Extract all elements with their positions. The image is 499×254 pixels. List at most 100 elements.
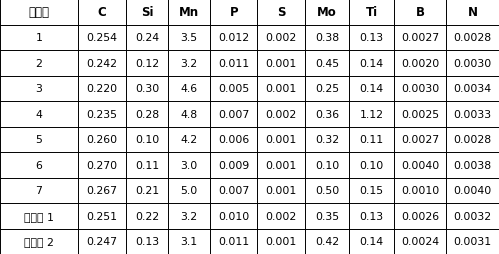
Text: 0.002: 0.002 <box>265 109 296 119</box>
Text: 0.001: 0.001 <box>265 135 296 145</box>
Text: N: N <box>468 6 478 19</box>
Text: 1.12: 1.12 <box>360 109 384 119</box>
Text: 0.12: 0.12 <box>135 58 159 69</box>
Text: 0.35: 0.35 <box>315 211 339 221</box>
Text: 0.001: 0.001 <box>265 58 296 69</box>
Text: 3.5: 3.5 <box>181 33 198 43</box>
Text: 0.012: 0.012 <box>218 33 250 43</box>
Text: 实施例: 实施例 <box>28 6 49 19</box>
Text: 0.260: 0.260 <box>86 135 117 145</box>
Text: 3.2: 3.2 <box>181 58 198 69</box>
Text: 4.8: 4.8 <box>181 109 198 119</box>
Text: 0.220: 0.220 <box>86 84 117 94</box>
Text: 0.11: 0.11 <box>135 160 159 170</box>
Text: 0.22: 0.22 <box>135 211 159 221</box>
Text: P: P <box>230 6 238 19</box>
Text: 0.247: 0.247 <box>86 236 117 246</box>
Text: 7: 7 <box>35 185 42 196</box>
Text: 0.011: 0.011 <box>218 58 250 69</box>
Text: 0.005: 0.005 <box>218 84 250 94</box>
Text: B: B <box>416 6 425 19</box>
Text: 0.001: 0.001 <box>265 185 296 196</box>
Text: 0.0025: 0.0025 <box>401 109 439 119</box>
Text: 0.10: 0.10 <box>315 160 339 170</box>
Text: 0.10: 0.10 <box>359 160 384 170</box>
Text: 0.251: 0.251 <box>86 211 117 221</box>
Text: 0.0027: 0.0027 <box>401 135 439 145</box>
Text: 3.1: 3.1 <box>181 236 198 246</box>
Text: 0.13: 0.13 <box>360 33 384 43</box>
Text: 0.011: 0.011 <box>218 236 250 246</box>
Text: Mn: Mn <box>179 6 199 19</box>
Text: 0.10: 0.10 <box>135 135 159 145</box>
Text: 0.010: 0.010 <box>218 211 250 221</box>
Text: 0.002: 0.002 <box>265 33 296 43</box>
Text: 0.25: 0.25 <box>315 84 339 94</box>
Text: 0.242: 0.242 <box>86 58 117 69</box>
Text: 0.45: 0.45 <box>315 58 339 69</box>
Text: Mo: Mo <box>317 6 337 19</box>
Text: 0.0028: 0.0028 <box>454 33 492 43</box>
Text: 0.24: 0.24 <box>135 33 159 43</box>
Text: 0.0024: 0.0024 <box>401 236 439 246</box>
Text: 4.6: 4.6 <box>181 84 198 94</box>
Text: 0.0032: 0.0032 <box>454 211 492 221</box>
Text: 0.0030: 0.0030 <box>401 84 439 94</box>
Text: 0.32: 0.32 <box>315 135 339 145</box>
Text: Ti: Ti <box>366 6 378 19</box>
Text: 0.0010: 0.0010 <box>401 185 439 196</box>
Text: 3.2: 3.2 <box>181 211 198 221</box>
Text: 3: 3 <box>35 84 42 94</box>
Text: 0.42: 0.42 <box>315 236 339 246</box>
Text: 0.13: 0.13 <box>135 236 159 246</box>
Text: 3.0: 3.0 <box>181 160 198 170</box>
Text: 0.36: 0.36 <box>315 109 339 119</box>
Text: 0.28: 0.28 <box>135 109 159 119</box>
Text: 0.270: 0.270 <box>86 160 117 170</box>
Text: 0.009: 0.009 <box>218 160 250 170</box>
Text: S: S <box>277 6 285 19</box>
Text: 0.14: 0.14 <box>360 84 384 94</box>
Text: 5.0: 5.0 <box>181 185 198 196</box>
Text: 6: 6 <box>35 160 42 170</box>
Text: 0.0034: 0.0034 <box>454 84 492 94</box>
Text: 对比例 1: 对比例 1 <box>24 211 54 221</box>
Text: 1: 1 <box>35 33 42 43</box>
Text: 0.0028: 0.0028 <box>454 135 492 145</box>
Text: 2: 2 <box>35 58 42 69</box>
Text: 0.0020: 0.0020 <box>401 58 439 69</box>
Text: 0.0040: 0.0040 <box>401 160 439 170</box>
Text: 0.38: 0.38 <box>315 33 339 43</box>
Text: 0.235: 0.235 <box>86 109 117 119</box>
Text: 0.0033: 0.0033 <box>454 109 492 119</box>
Text: 0.0026: 0.0026 <box>401 211 439 221</box>
Text: 0.001: 0.001 <box>265 236 296 246</box>
Text: 0.0030: 0.0030 <box>454 58 492 69</box>
Text: 4.2: 4.2 <box>181 135 198 145</box>
Text: 0.007: 0.007 <box>218 185 250 196</box>
Text: 0.0038: 0.0038 <box>454 160 492 170</box>
Text: 0.30: 0.30 <box>135 84 159 94</box>
Text: 0.254: 0.254 <box>86 33 117 43</box>
Text: 对比例 2: 对比例 2 <box>24 236 54 246</box>
Text: 0.0031: 0.0031 <box>454 236 492 246</box>
Text: 0.14: 0.14 <box>360 236 384 246</box>
Text: 5: 5 <box>35 135 42 145</box>
Text: 4: 4 <box>35 109 42 119</box>
Text: 0.001: 0.001 <box>265 160 296 170</box>
Text: 0.0040: 0.0040 <box>454 185 492 196</box>
Text: 0.007: 0.007 <box>218 109 250 119</box>
Text: 0.21: 0.21 <box>135 185 159 196</box>
Text: C: C <box>97 6 106 19</box>
Text: 0.002: 0.002 <box>265 211 296 221</box>
Text: Si: Si <box>141 6 153 19</box>
Text: 0.001: 0.001 <box>265 84 296 94</box>
Text: 0.50: 0.50 <box>315 185 339 196</box>
Text: 0.006: 0.006 <box>218 135 250 145</box>
Text: 0.11: 0.11 <box>360 135 384 145</box>
Text: 0.13: 0.13 <box>360 211 384 221</box>
Text: 0.15: 0.15 <box>360 185 384 196</box>
Text: 0.267: 0.267 <box>86 185 117 196</box>
Text: 0.0027: 0.0027 <box>401 33 439 43</box>
Text: 0.14: 0.14 <box>360 58 384 69</box>
